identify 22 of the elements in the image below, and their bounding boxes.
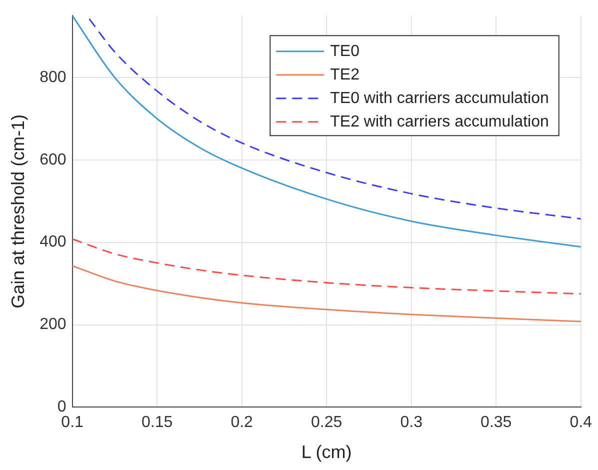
y-tick-label: 800 xyxy=(40,68,66,86)
x-axis-title: L (cm) xyxy=(301,442,352,462)
y-tick-label: 0 xyxy=(57,398,66,416)
x-tick-label: 0.25 xyxy=(311,414,342,432)
y-tick-label: 400 xyxy=(40,234,66,251)
x-tick-label: 0.35 xyxy=(480,414,512,432)
y-axis-title: Gain at threshold (cm-1) xyxy=(8,114,28,308)
legend-label: TE0 xyxy=(330,42,360,60)
x-tick-label: 0.4 xyxy=(570,414,592,432)
line-series xyxy=(72,265,581,322)
y-tick-label: 200 xyxy=(40,316,66,334)
x-tick-label: 0.3 xyxy=(400,414,423,432)
y-tick-label: 600 xyxy=(40,151,66,168)
line-series xyxy=(72,16,581,248)
x-tick-label: 0.1 xyxy=(61,414,84,432)
legend-label: TE0 with carriers accumulation xyxy=(330,90,549,107)
line-series xyxy=(88,18,581,220)
legend-label: TE2 with carriers accumulation xyxy=(330,113,549,130)
line-series xyxy=(72,238,581,295)
legend-label: TE2 xyxy=(330,66,360,84)
x-tick-label: 0.2 xyxy=(230,414,254,432)
x-tick-label: 0.15 xyxy=(141,414,173,432)
